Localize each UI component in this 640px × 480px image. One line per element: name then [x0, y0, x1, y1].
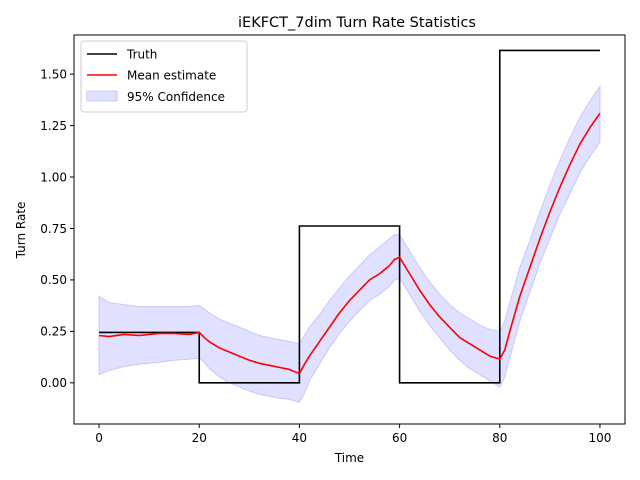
x-tick-label: 40 [292, 431, 307, 445]
x-tick-label: 20 [192, 431, 207, 445]
legend-label-mean: Mean estimate [127, 69, 216, 83]
legend-swatch-confidence [86, 90, 118, 102]
y-axis: 0.00 0.25 0.50 0.75 1.00 1.25 1.50 [40, 67, 74, 390]
truth-line [99, 49, 600, 384]
x-tick-label: 100 [589, 431, 612, 445]
y-axis-title: Turn Rate [14, 202, 28, 260]
x-tick-label: 60 [392, 431, 407, 445]
x-axis: 0 20 40 60 80 100 [95, 424, 611, 445]
confidence-band [98, 84, 601, 403]
plot-area [98, 49, 601, 403]
plot-frame [73, 34, 626, 425]
mean-estimate-line [98, 112, 601, 375]
y-tick-label: 1.25 [40, 119, 67, 133]
x-tick-label: 0 [95, 431, 103, 445]
y-tick-label: 1.00 [40, 170, 67, 184]
y-tick-label: 0.50 [40, 273, 67, 287]
y-tick-label: 0.75 [40, 222, 67, 236]
legend: Truth Mean estimate 95% Confidence [80, 40, 248, 113]
x-axis-title: Time [334, 451, 364, 465]
legend-box [80, 40, 248, 113]
y-tick-label: 1.50 [40, 67, 67, 81]
chart-title: iEKFCT_7dim Turn Rate Statistics [238, 15, 476, 31]
y-tick-label: 0.25 [40, 325, 67, 339]
x-tick-label: 80 [492, 431, 507, 445]
legend-label-confidence: 95% Confidence [127, 90, 225, 104]
y-tick-label: 0.00 [40, 376, 67, 390]
legend-label-truth: Truth [126, 48, 157, 62]
